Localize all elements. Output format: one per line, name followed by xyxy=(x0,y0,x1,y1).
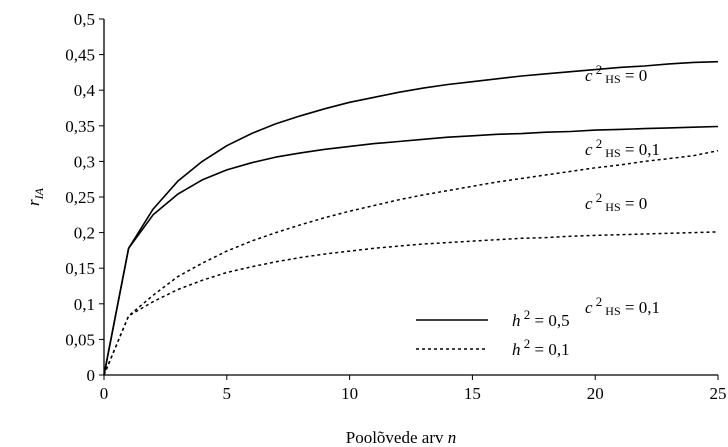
x-tick-label: 15 xyxy=(464,384,481,403)
series-label-1: c 2 HS = 0 xyxy=(585,62,647,86)
x-tick-label: 20 xyxy=(587,384,604,403)
y-tick-label: 0,45 xyxy=(65,46,95,65)
x-axis-label: Poolõvede arv n xyxy=(346,428,456,447)
series-line-4-dotted xyxy=(103,231,719,376)
y-tick-label: 0,5 xyxy=(74,10,95,29)
y-tick-label: 0,35 xyxy=(65,117,95,136)
legend-label-2: h 2 = 0,1 xyxy=(512,336,570,359)
y-tick-label: 0,4 xyxy=(74,81,96,100)
x-tick-label: 10 xyxy=(341,384,358,403)
y-tick-label: 0,2 xyxy=(74,224,95,243)
legend-label-1: h 2 = 0,5 xyxy=(512,307,570,330)
series-annotations: c 2 HS = 0 c 2 HS = 0,1 c 2 HS = 0 c 2 HS =… xyxy=(585,62,660,318)
y-tick-label: 0,15 xyxy=(65,259,95,278)
series-line-2-solid xyxy=(103,125,719,376)
y-tick-label: 0 xyxy=(87,366,96,385)
tick-labels: 0 0,05 0,1 0,15 0,2 0,25 0,3 0,35 0,4 0,45 0,5 0 5 10… xyxy=(65,10,726,403)
y-tick-label: 0,25 xyxy=(65,188,95,207)
series-label-4: c 2 HS = 0,1 xyxy=(585,294,660,318)
y-tick-label: 0,1 xyxy=(74,295,95,314)
series-line-3-dotted xyxy=(103,149,719,376)
x-tick-label: 25 xyxy=(710,384,727,403)
legend: h 2 = 0,5 h 2 = 0,1 xyxy=(416,307,570,359)
y-tick-label: 0,05 xyxy=(65,330,95,349)
x-tick-label: 0 xyxy=(100,384,109,403)
y-axis-label: rIA xyxy=(24,187,46,206)
x-tick-label: 5 xyxy=(223,384,232,403)
series-label-2: c 2 HS = 0,1 xyxy=(585,136,660,160)
y-tick-label: 0,3 xyxy=(74,152,95,171)
series-lines xyxy=(103,60,719,376)
series-line-1-solid xyxy=(103,60,719,376)
axis-labels: Poolõvede arv n rIA xyxy=(24,187,456,447)
tick-marks xyxy=(99,18,719,380)
series-label-3: c 2 HS = 0 xyxy=(585,190,647,214)
